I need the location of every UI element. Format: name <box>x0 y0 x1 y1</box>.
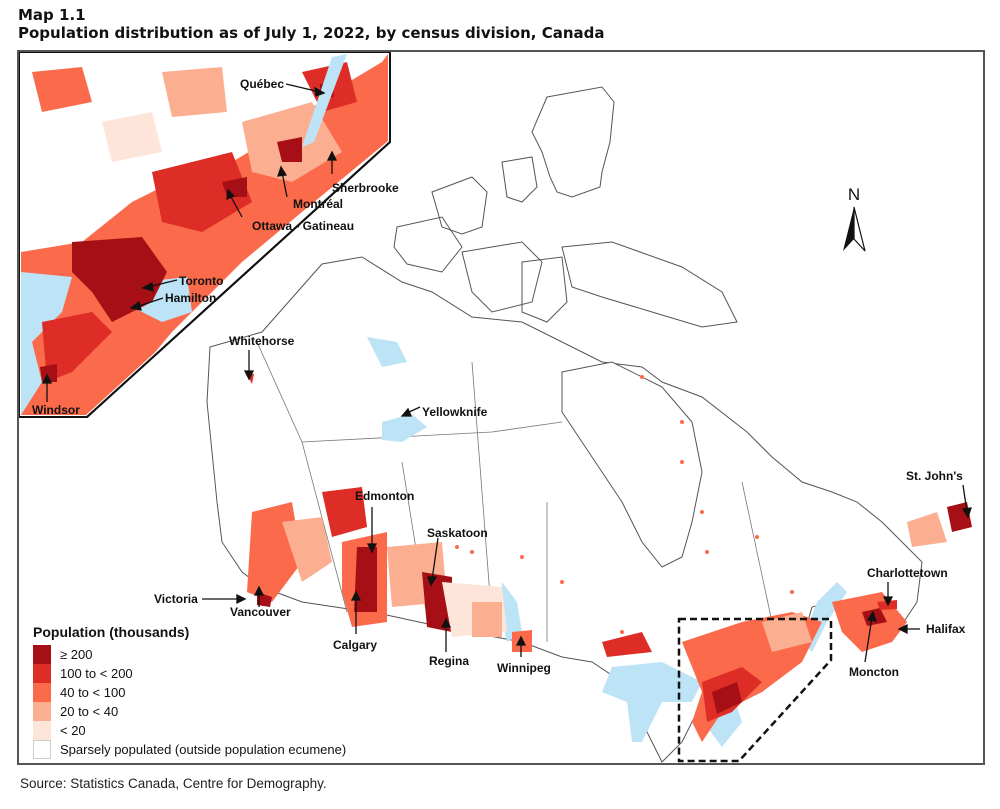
label-edmonton: Edmonton <box>355 489 414 503</box>
legend-item: 40 to < 100 <box>33 683 346 702</box>
label-montreal: Montréal <box>293 197 343 211</box>
label-vancouver: Vancouver <box>230 605 291 619</box>
legend-swatch-sparse <box>33 740 51 759</box>
label-sherbrooke: Sherbrooke <box>332 181 399 195</box>
label-regina: Regina <box>429 654 469 668</box>
label-winnipeg: Winnipeg <box>497 661 551 675</box>
legend-swatch-ge200 <box>33 645 51 664</box>
label-quebec: Québec <box>240 77 284 91</box>
map-number: Map 1.1 <box>18 6 86 24</box>
legend-label: ≥ 200 <box>60 647 93 662</box>
city-labels: Québec Sherbrooke Montréal Ottawa - Gati… <box>32 77 966 679</box>
label-victoria: Victoria <box>154 592 198 606</box>
north-label: N <box>847 185 861 204</box>
legend-label: Sparsely populated (outside population e… <box>60 742 347 757</box>
title-block: Map 1.1 Population distribution as of Ju… <box>18 6 605 42</box>
legend-label: 100 to < 200 <box>60 666 133 681</box>
label-st-johns: St. John's <box>906 469 963 483</box>
legend-item: 20 to < 40 <box>33 702 346 721</box>
label-saskatoon: Saskatoon <box>427 526 488 540</box>
legend-label: 40 to < 100 <box>60 685 126 700</box>
small-settlements <box>455 375 794 634</box>
legend-swatch-20-40 <box>33 702 51 721</box>
label-hamilton: Hamilton <box>165 291 216 305</box>
inset-locator-box <box>677 617 833 763</box>
label-whitehorse: Whitehorse <box>229 334 295 348</box>
map-frame: Québec Sherbrooke Montréal Ottawa - Gati… <box>17 50 985 765</box>
arctic-archipelago <box>393 86 738 328</box>
label-calgary: Calgary <box>333 638 377 652</box>
legend-swatch-40-100 <box>33 683 51 702</box>
canada-map: Québec Sherbrooke Montréal Ottawa - Gati… <box>19 52 972 763</box>
legend-swatch-lt20 <box>33 721 51 740</box>
legend-swatch-100-200 <box>33 664 51 683</box>
legend-item: < 20 <box>33 721 346 740</box>
north-arrow: N <box>839 185 869 259</box>
inset-panel <box>19 52 391 418</box>
legend-item: ≥ 200 <box>33 645 346 664</box>
label-arrows <box>41 83 972 663</box>
legend-label: < 20 <box>60 723 86 738</box>
source-note: Source: Statistics Canada, Centre for De… <box>20 776 327 791</box>
map-title: Population distribution as of July 1, 20… <box>18 24 605 42</box>
label-ottawa-gatineau: Ottawa - Gatineau <box>252 219 354 233</box>
label-halifax: Halifax <box>926 622 966 636</box>
province-boundaries <box>256 341 773 642</box>
legend-label: 20 to < 40 <box>60 704 119 719</box>
legend-item: 100 to < 200 <box>33 664 346 683</box>
label-toronto: Toronto <box>179 274 223 288</box>
north-arrow-icon <box>843 206 866 252</box>
legend-title: Population (thousands) <box>33 624 190 640</box>
label-windsor: Windsor <box>32 403 80 417</box>
legend: Population (thousands) ≥ 200 100 to < 20… <box>33 624 346 759</box>
populated-regions <box>247 374 972 742</box>
label-charlottetown: Charlottetown <box>867 566 948 580</box>
label-yellowknife: Yellowknife <box>422 405 488 419</box>
label-moncton: Moncton <box>849 665 899 679</box>
legend-item: Sparsely populated (outside population e… <box>33 740 346 759</box>
